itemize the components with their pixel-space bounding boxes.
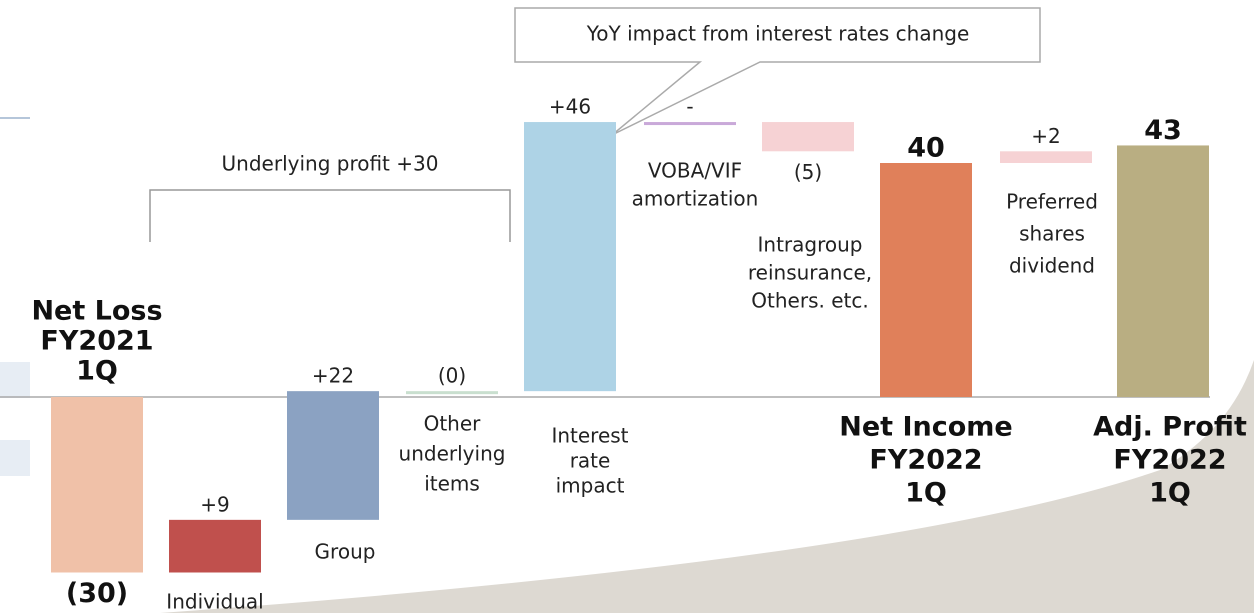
category-label: dividend: [1009, 254, 1095, 278]
background-shape: [160, 360, 1254, 613]
category-label: Adj. Profit: [1093, 412, 1247, 443]
bar: [1117, 145, 1209, 397]
value-label: (5): [794, 160, 822, 184]
value-label: 40: [907, 133, 945, 164]
category-label: reinsurance,: [748, 261, 872, 285]
bar: [880, 163, 972, 397]
bar: [51, 397, 143, 573]
bar: [406, 391, 498, 395]
category-label: Other: [424, 412, 482, 436]
category-label: 1Q: [76, 356, 118, 387]
category-label: rate: [570, 449, 611, 473]
value-label: (30): [66, 578, 128, 609]
bar: [287, 391, 379, 520]
category-label: 1Q: [1149, 478, 1191, 509]
bar: [644, 122, 736, 126]
value-label: (0): [438, 364, 466, 388]
callout: [514, 7, 1041, 136]
edge-decoration: [0, 440, 30, 476]
bar: [169, 519, 261, 573]
value-label: +22: [312, 364, 354, 388]
category-label: items: [424, 472, 480, 496]
value-label: +46: [549, 95, 591, 119]
category-label: underlying: [399, 442, 506, 466]
category-label: Net Income: [839, 412, 1012, 443]
bar: [1000, 151, 1092, 163]
category-label: Intragroup: [758, 233, 863, 257]
bar: [524, 122, 616, 392]
category-label: amortization: [632, 187, 759, 211]
category-label: FY2022: [1113, 445, 1226, 476]
value-label: +9: [200, 492, 229, 516]
category-label: FY2021: [40, 326, 153, 357]
category-label: FY2022: [869, 445, 982, 476]
value-label: 43: [1144, 115, 1182, 146]
category-label: shares: [1019, 222, 1085, 246]
annotation: YoY impact from interest rates change: [586, 22, 970, 46]
category-label: VOBA/VIF: [648, 159, 742, 183]
category-label: Individual: [166, 590, 263, 613]
category-label: Group: [315, 540, 376, 564]
annotation: Underlying profit +30: [222, 152, 439, 176]
category-label: impact: [556, 474, 625, 498]
bar: [762, 122, 854, 152]
edge-decoration: [0, 362, 30, 398]
value-label: -: [686, 95, 693, 119]
category-label: Net Loss: [31, 296, 162, 327]
value-label: +2: [1031, 124, 1060, 148]
category-label: 1Q: [905, 478, 947, 509]
category-label: Others. etc.: [751, 289, 868, 313]
category-label: Preferred: [1006, 190, 1098, 214]
category-label: Interest: [551, 424, 628, 448]
bracket: [149, 189, 511, 242]
